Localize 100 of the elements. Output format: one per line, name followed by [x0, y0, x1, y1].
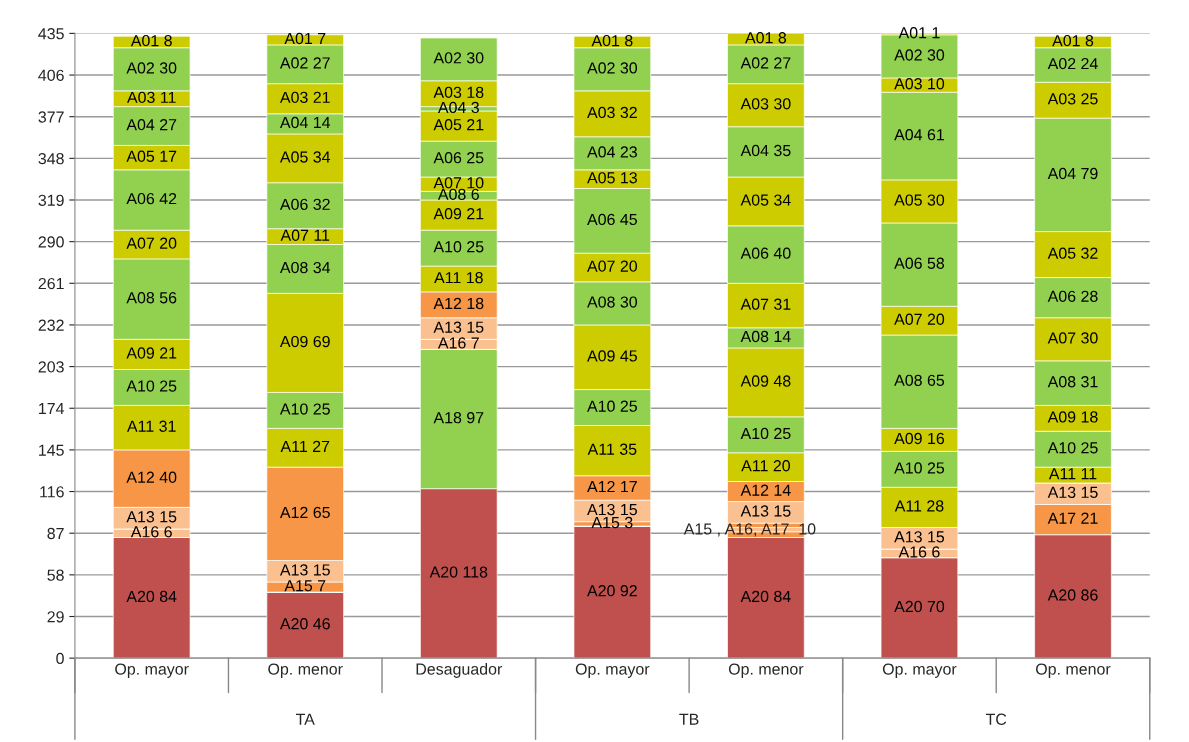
data-label: A07 20 [126, 237, 177, 249]
data-label: A05 34 [740, 194, 791, 206]
y-tick-label: 203 [38, 361, 64, 373]
data-label: A10 25 [894, 462, 945, 474]
data-label: A06 58 [894, 257, 945, 269]
text: TA [295, 713, 315, 725]
data-label: A13 15 [126, 511, 177, 523]
data-label: A20 46 [279, 618, 330, 630]
y-tick-label: 290 [38, 236, 64, 248]
data-label: A06 28 [1047, 290, 1098, 302]
data-label: A11 27 [280, 440, 330, 452]
data-label: A03 30 [740, 98, 791, 110]
data-label: A01 7 [284, 32, 326, 45]
data-label: A03 21 [279, 91, 330, 104]
data-label: A01 8 [745, 32, 787, 44]
y-tick-label: 58 [47, 569, 64, 581]
data-label: A09 18 [1047, 411, 1098, 423]
data-label: A03 10 [894, 78, 945, 90]
data-label: A08 30 [587, 296, 638, 308]
data-label: A20 86 [1047, 589, 1098, 601]
data-label: A02 30 [587, 62, 638, 74]
y-tick-label: 0 [56, 652, 64, 665]
data-label: A20 118 [429, 566, 488, 578]
data-label: A03 11 [126, 91, 176, 104]
data-label: A11 18 [434, 271, 483, 284]
annotation: A15 , A16, A17 10 [683, 523, 816, 537]
x-tick-label: Desaguador [416, 663, 503, 678]
data-label: A01 1 [898, 27, 940, 39]
data-label: A12 40 [126, 471, 177, 483]
data-label: A05 13 [587, 172, 637, 184]
data-label: A02 24 [1047, 57, 1098, 70]
data-label: A06 32 [279, 198, 330, 211]
data-label: A12 65 [279, 506, 330, 519]
data-label: A11 28 [894, 500, 944, 512]
y-tick-label: 174 [39, 403, 65, 415]
data-label: A08 31 [1047, 376, 1098, 388]
data-label: A05 21 [433, 119, 484, 131]
data-label: A13 15 [740, 505, 791, 517]
data-label: A04 79 [1047, 167, 1098, 180]
data-label: A07 20 [587, 260, 638, 272]
data-label: A16 6 [898, 546, 940, 558]
data-label: A06 45 [587, 213, 637, 226]
data-label: A20 70 [894, 600, 945, 613]
data-label: A15 7 [284, 580, 326, 592]
x-tick-label: Op. menor [728, 663, 804, 678]
data-label: A11 20 [741, 460, 790, 472]
data-label: A09 45 [587, 350, 637, 362]
x-tick-label: Op. menor [1036, 663, 1111, 678]
data-label: A18 97 [433, 412, 484, 424]
y-tick-label: 116 [40, 486, 64, 498]
data-label: A04 3 [437, 101, 479, 114]
data-label: A07 20 [894, 313, 945, 325]
data-label: A12 17 [587, 480, 637, 493]
data-label: A06 42 [126, 192, 177, 205]
data-label: A10 25 [433, 241, 484, 253]
text: TB [679, 713, 699, 725]
data-label: A09 21 [126, 347, 177, 359]
data-label: A16 7 [437, 337, 479, 349]
y-tick-label: 377 [38, 111, 64, 123]
data-label: A08 56 [126, 292, 177, 304]
data-label: A02 30 [433, 52, 484, 64]
y-tick-label: 232 [38, 319, 64, 331]
data-label: A03 18 [433, 86, 484, 98]
data-label: A10 25 [126, 380, 177, 392]
data-label: A20 92 [587, 585, 637, 597]
data-label: A13 15 [894, 531, 945, 543]
x-tick-label: Op. mayor [115, 663, 189, 678]
data-label: A02 30 [126, 62, 177, 74]
data-label: A05 32 [1047, 247, 1098, 259]
data-label: A01 8 [1052, 34, 1094, 47]
y-tick-label: 406 [38, 69, 64, 81]
data-label: A10 25 [740, 427, 791, 440]
y-tick-label: 348 [38, 152, 64, 165]
data-label: A13 15 [433, 321, 484, 333]
data-label: A20 84 [740, 590, 791, 603]
data-label: A12 18 [433, 297, 484, 310]
data-label: A07 30 [1047, 332, 1098, 344]
data-label: A04 61 [894, 129, 944, 141]
data-label: A11 11 [1048, 468, 1097, 480]
data-label: A06 40 [740, 247, 791, 259]
data-label: A09 69 [279, 335, 330, 348]
data-label: A08 34 [279, 261, 331, 274]
data-label: A04 35 [740, 144, 791, 157]
data-label: A04 23 [587, 146, 637, 158]
data-label: A13 15 [279, 564, 330, 576]
data-label: A05 34 [279, 151, 331, 163]
data-label: A11 35 [587, 443, 637, 455]
data-label: A13 15 [587, 503, 637, 516]
data-label: A20 84 [126, 590, 177, 603]
data-label: A15 3 [591, 516, 633, 529]
data-label: A11 31 [126, 420, 176, 432]
y-tick-label: 319 [38, 194, 64, 206]
data-label: A06 25 [433, 152, 484, 164]
data-label: A09 21 [433, 208, 484, 220]
data-label: A04 14 [279, 116, 331, 129]
x-tick-label: Op. mayor [882, 663, 957, 678]
y-tick-label: 435 [38, 28, 64, 40]
data-label: A17 21 [1047, 512, 1098, 524]
y-tick-label: 87 [47, 527, 64, 540]
data-label: A07 10 [433, 177, 484, 189]
